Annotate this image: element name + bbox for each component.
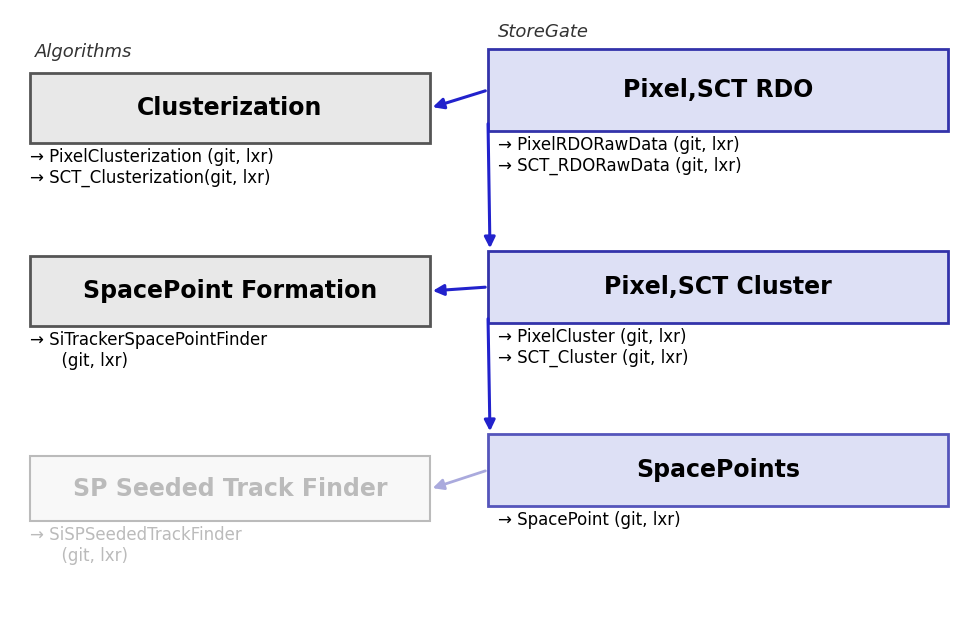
- Text: StoreGate: StoreGate: [498, 23, 589, 41]
- FancyBboxPatch shape: [488, 251, 948, 323]
- Text: → SiTrackerSpacePointFinder
      (git, lxr): → SiTrackerSpacePointFinder (git, lxr): [30, 331, 267, 369]
- FancyBboxPatch shape: [30, 456, 430, 521]
- Text: SpacePoint Formation: SpacePoint Formation: [83, 279, 377, 303]
- Text: → PixelRDORawData (git, lxr)
→ SCT_RDORawData (git, lxr): → PixelRDORawData (git, lxr) → SCT_RDORa…: [498, 136, 742, 175]
- FancyBboxPatch shape: [488, 434, 948, 506]
- Text: Pixel,SCT Cluster: Pixel,SCT Cluster: [604, 275, 832, 299]
- Text: → SpacePoint (git, lxr): → SpacePoint (git, lxr): [498, 511, 680, 529]
- Text: Clusterization: Clusterization: [138, 96, 323, 120]
- Text: Pixel,SCT RDO: Pixel,SCT RDO: [623, 78, 813, 102]
- Text: SpacePoints: SpacePoints: [636, 458, 800, 482]
- FancyBboxPatch shape: [30, 256, 430, 326]
- Text: → PixelCluster (git, lxr)
→ SCT_Cluster (git, lxr): → PixelCluster (git, lxr) → SCT_Cluster …: [498, 328, 688, 367]
- Text: → SiSPSeededTrackFinder
      (git, lxr): → SiSPSeededTrackFinder (git, lxr): [30, 526, 242, 565]
- Text: SP Seeded Track Finder: SP Seeded Track Finder: [73, 476, 387, 501]
- FancyBboxPatch shape: [30, 73, 430, 143]
- Text: → PixelClusterization (git, lxr)
→ SCT_Clusterization(git, lxr): → PixelClusterization (git, lxr) → SCT_C…: [30, 148, 273, 187]
- Text: Algorithms: Algorithms: [35, 43, 133, 61]
- FancyBboxPatch shape: [488, 49, 948, 131]
